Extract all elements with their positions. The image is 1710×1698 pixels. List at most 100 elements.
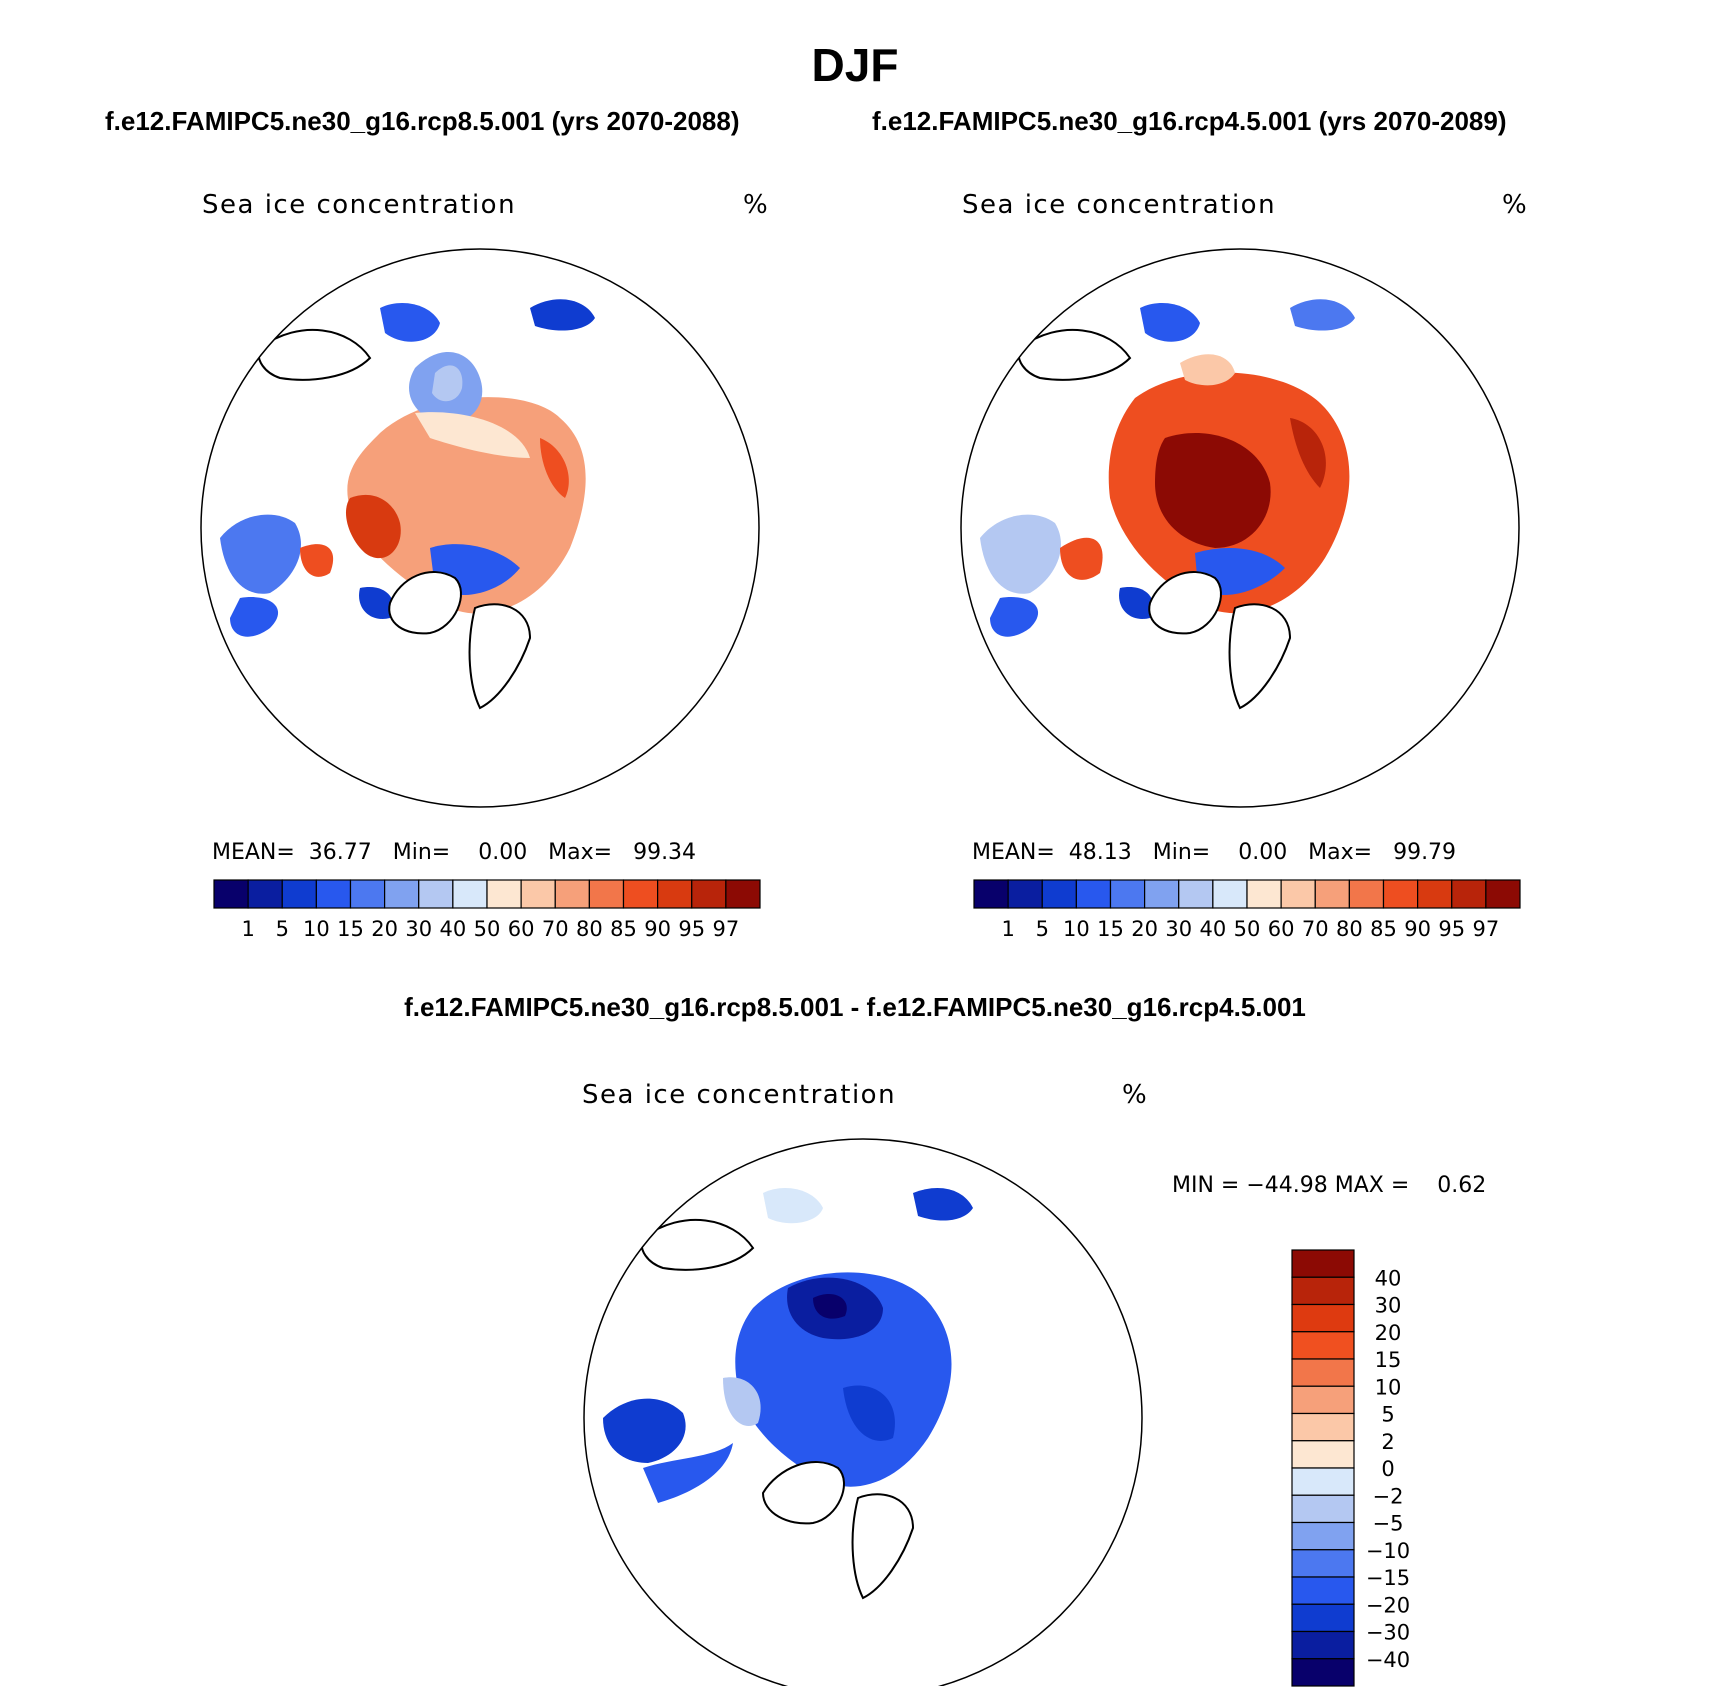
panel2-colorbar-label: 50 — [1234, 917, 1261, 940]
diff-field-okhotsk — [913, 1188, 973, 1221]
diff-colorbar-label: 0 — [1381, 1457, 1394, 1481]
panel2-colorbar-label: 30 — [1165, 917, 1192, 940]
panel1-units-label: % — [743, 190, 770, 220]
panel1-colorbar-box — [349, 879, 386, 909]
diff-colorbar-label: 20 — [1375, 1321, 1402, 1345]
panel2-units-label: % — [1502, 190, 1529, 220]
panel2-colorbar-box — [1280, 879, 1316, 909]
panel1-colorbar-box — [622, 879, 659, 909]
panel2-colorbar-box — [1246, 879, 1282, 909]
ice-field-mid — [432, 365, 463, 402]
diff-map — [583, 1138, 1143, 1686]
panel1-colorbar-label: 60 — [508, 917, 535, 940]
ice-field-okhotsk — [530, 299, 595, 331]
diff-field-labrador — [643, 1443, 733, 1503]
ice-field-bay-warm — [300, 544, 334, 577]
diff-colorbar-label: −15 — [1366, 1566, 1410, 1590]
diff-field-bering — [763, 1188, 823, 1224]
ice-field-labrador — [990, 597, 1039, 637]
diff-stats: MIN = −44.98 MAX = 0.62 — [1172, 1173, 1487, 1198]
panel2-colorbar-label: 10 — [1063, 917, 1090, 940]
diff-colorbar-label: −5 — [1373, 1512, 1404, 1536]
ice-field-bay — [220, 514, 301, 594]
ice-field-okhotsk — [1290, 299, 1355, 331]
panel1-colorbar-box — [315, 879, 352, 909]
diff-colorbar-box — [1291, 1385, 1355, 1415]
panel2-colorbar-box — [973, 879, 1009, 909]
diff-field-barents — [843, 1385, 895, 1441]
panel1-colorbar-label: 90 — [644, 917, 671, 940]
panel1-colorbar-box — [588, 879, 625, 909]
ice-field-greenland-sea — [1119, 587, 1154, 619]
panel1-colorbar-label: 50 — [474, 917, 501, 940]
panel2-colorbar-label: 80 — [1336, 917, 1363, 940]
diff-variable-label: Sea ice concentration — [582, 1080, 897, 1110]
case1-title: f.e12.FAMIPC5.ne30_g16.rcp8.5.001 (yrs 2… — [105, 106, 740, 136]
diff-colorbar-label: 15 — [1375, 1348, 1402, 1372]
diff-field-core — [813, 1294, 847, 1319]
panel2-colorbar-label: 1 — [1001, 917, 1014, 940]
panel2-colorbar-label: 85 — [1370, 917, 1397, 940]
ice-field-bering — [380, 303, 440, 342]
diff-colorbar-box — [1291, 1658, 1355, 1687]
panel2-colorbar-label: 20 — [1131, 917, 1158, 940]
diff-colorbar-label: 10 — [1375, 1375, 1402, 1399]
diff-colorbar-label: −30 — [1366, 1621, 1410, 1645]
diff-map-border — [583, 1138, 1143, 1686]
panel2-stats: MEAN= 48.13 Min= 0.00 Max= 99.79 — [972, 840, 1457, 865]
diff-colorbar-box — [1291, 1249, 1355, 1278]
panel2-colorbar-box — [1451, 879, 1487, 909]
panel1-colorbar-box — [213, 879, 249, 909]
diff-colorbar-label: 2 — [1381, 1430, 1394, 1454]
ice-field-band — [415, 412, 530, 458]
ice-field-edge — [1290, 418, 1326, 488]
panel1-colorbar-label: 80 — [576, 917, 603, 940]
panel2-colorbar-label: 70 — [1302, 917, 1329, 940]
scandinavia-land — [468, 603, 532, 710]
panel2-colorbar-box — [1178, 879, 1214, 909]
diff-case-title: f.e12.FAMIPC5.ne30_g16.rcp8.5.001 - f.e1… — [404, 992, 1306, 1022]
diff-colorbar-box — [1291, 1331, 1355, 1360]
panel1-colorbar: 1 5 10 15 20 30 40 50 60 70 80 85 90 95 97 — [213, 879, 761, 940]
scandinavia-land — [851, 1493, 915, 1600]
diff-colorbar-box — [1291, 1440, 1355, 1469]
panel1-colorbar-label: 20 — [371, 917, 398, 940]
siberia-coast — [640, 1218, 755, 1271]
diff-colorbar-box — [1291, 1521, 1355, 1551]
diff-colorbar-label: −10 — [1366, 1539, 1410, 1563]
panel2-colorbar-box — [1485, 879, 1521, 909]
diff-colorbar-box — [1291, 1412, 1355, 1442]
panel2-colorbar-label: 15 — [1097, 917, 1124, 940]
panel2-colorbar-box — [1382, 879, 1419, 909]
diff-colorbar-box — [1291, 1630, 1355, 1660]
panel2-colorbar-label: 40 — [1200, 917, 1227, 940]
panel1-colorbar-box — [657, 879, 693, 909]
panel2-colorbar-box — [1109, 879, 1146, 909]
greenland-land — [761, 1461, 845, 1525]
greenland-land — [1148, 571, 1222, 635]
panel2-colorbar-box — [1007, 879, 1043, 909]
diff-colorbar-box — [1291, 1494, 1355, 1524]
ice-field-labrador — [230, 597, 279, 637]
diff-units-label: % — [1122, 1080, 1149, 1110]
panel1-colorbar-label: 10 — [303, 917, 330, 940]
ice-field-bering — [1140, 303, 1200, 342]
panel1-colorbar-label: 30 — [405, 917, 432, 940]
panel1-variable-label: Sea ice concentration — [202, 190, 517, 220]
diff-field-weak — [723, 1377, 761, 1426]
panel1-map — [200, 248, 760, 808]
panel1-colorbar-box — [486, 879, 522, 909]
panel1-colorbar-box — [452, 879, 488, 909]
panel1-colorbar-box — [725, 879, 761, 909]
panel2-colorbar-label: 60 — [1268, 917, 1295, 940]
diff-colorbar-box — [1291, 1303, 1355, 1333]
diff-colorbar-box — [1291, 1549, 1355, 1578]
panel1-colorbar-label: 97 — [713, 917, 740, 940]
siberia-coast — [257, 328, 372, 381]
diff-colorbar-label: 40 — [1375, 1266, 1402, 1290]
panel2-colorbar-box — [1348, 879, 1385, 909]
panel2-colorbar-label: 97 — [1473, 917, 1500, 940]
panel1-colorbar-box — [418, 879, 454, 909]
ice-field-mid — [1180, 354, 1235, 386]
